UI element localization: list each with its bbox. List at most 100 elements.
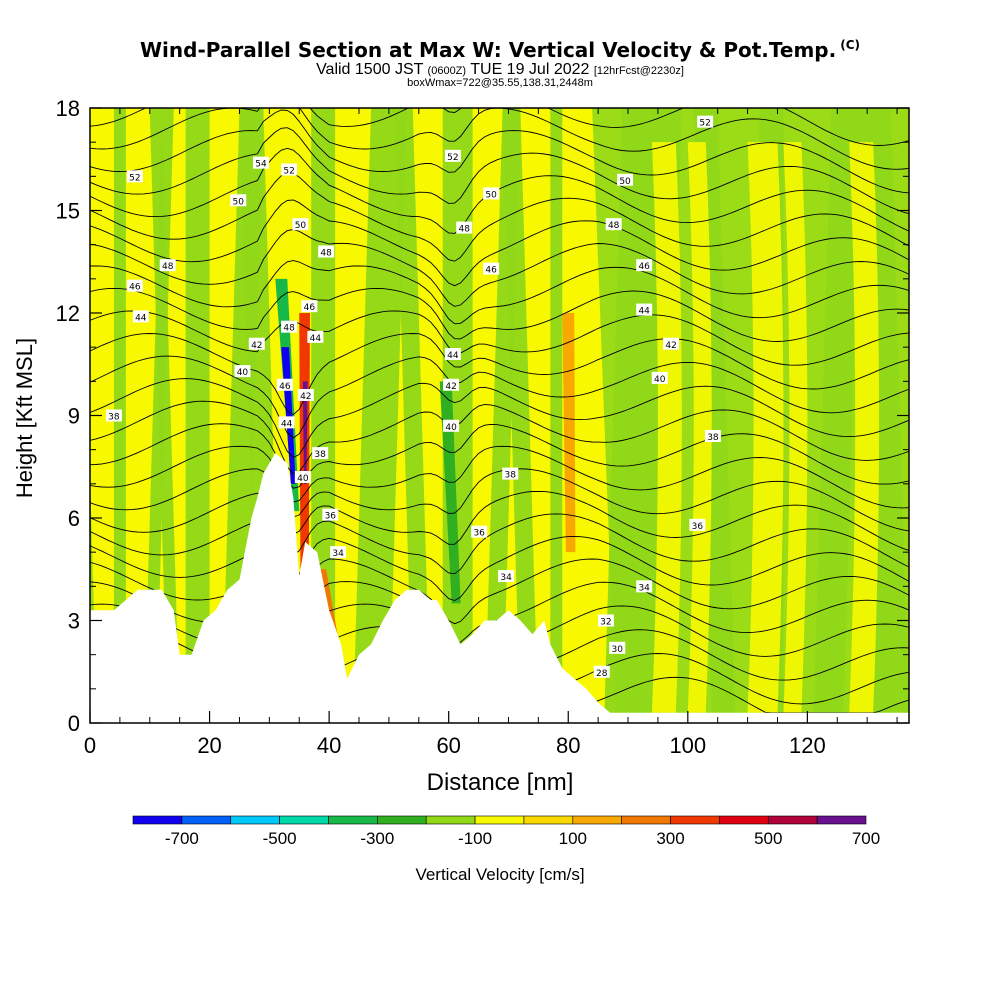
chart-subtitle: Valid 1500 JST (0600Z) TUE 19 Jul 2022 [… bbox=[316, 61, 684, 78]
isentrope-label: 34 bbox=[498, 570, 515, 583]
isentrope-label: 42 bbox=[248, 337, 265, 351]
isentrope-label-bg bbox=[444, 348, 461, 360]
y-tick-label: 15 bbox=[56, 199, 80, 224]
isentrope-label-text: 52 bbox=[283, 167, 294, 177]
colorbar-tick-label: -500 bbox=[263, 829, 297, 848]
isentrope-line bbox=[90, 468, 909, 532]
y-tick-label: 9 bbox=[68, 404, 80, 429]
isentrope-label-text: 48 bbox=[283, 324, 295, 334]
colorbar-swatch bbox=[719, 815, 769, 825]
colorbar-swatch bbox=[132, 815, 183, 825]
colorbar-swatch bbox=[328, 815, 378, 825]
isentrope-label-text: 46 bbox=[485, 266, 497, 276]
isentrope-label: 38 bbox=[312, 447, 329, 460]
isentrope-label-text: 40 bbox=[445, 423, 457, 433]
isentrope-label: 46 bbox=[636, 259, 653, 272]
terrain-mask bbox=[90, 453, 909, 723]
isentrope-label-text: 46 bbox=[279, 382, 291, 392]
isentrope-label-text: 54 bbox=[255, 160, 267, 170]
isentrope-label: 34 bbox=[330, 546, 347, 559]
isentrope-label-text: 44 bbox=[638, 307, 650, 317]
isentrope-label-bg bbox=[444, 149, 461, 162]
isentrope-label-bg bbox=[248, 337, 265, 350]
isentrope-label: 54 bbox=[252, 156, 269, 170]
isentrope-line bbox=[90, 199, 909, 287]
isentrope-label: 52 bbox=[126, 170, 143, 183]
isentrope-label: 42 bbox=[297, 389, 314, 402]
colorbar-tick-label: 500 bbox=[754, 829, 782, 848]
isentrope-label-bg bbox=[502, 467, 519, 480]
isentrope-label: 48 bbox=[605, 218, 622, 231]
colorbar-swatch bbox=[279, 815, 329, 825]
isentrope-label: 48 bbox=[159, 259, 176, 272]
isentrope-label-text: 48 bbox=[608, 221, 620, 231]
x-tick-label: 80 bbox=[556, 733, 580, 758]
isentrope-label-text: 50 bbox=[233, 197, 245, 207]
isentrope-label-text: 48 bbox=[459, 225, 471, 235]
isentrope-line bbox=[90, 423, 909, 489]
isentrope-label: 44 bbox=[636, 303, 653, 317]
isentrope-label-bg bbox=[318, 245, 335, 258]
isentrope-label-text: 42 bbox=[445, 382, 456, 392]
isentrope-label: 50 bbox=[617, 173, 634, 187]
isentrope-label: 48 bbox=[281, 320, 298, 334]
x-tick-label: 40 bbox=[317, 733, 341, 758]
isentrope-label: 44 bbox=[278, 416, 295, 429]
isentrope-label-bg bbox=[456, 221, 473, 234]
isentrope-line bbox=[90, 147, 909, 234]
isentrope-label: 46 bbox=[301, 300, 318, 313]
x-tick-label: 120 bbox=[789, 733, 826, 758]
isentrope-label-bg bbox=[617, 173, 634, 186]
x-tick-label: 20 bbox=[197, 733, 221, 758]
isentrope-label-text: 44 bbox=[310, 334, 322, 344]
field-updraft bbox=[562, 313, 576, 553]
isentrope-label-bg bbox=[471, 525, 488, 538]
x-tick-label: 60 bbox=[436, 733, 460, 758]
isentrope-line bbox=[90, 513, 909, 575]
isentrope-label-text: 44 bbox=[281, 419, 293, 429]
isentrope-line bbox=[90, 355, 909, 439]
isentrope-label-bg bbox=[132, 310, 149, 323]
isentrope-label-text: 48 bbox=[320, 249, 332, 259]
isentrope-label-bg bbox=[276, 378, 293, 391]
isentrope-label-text: 48 bbox=[162, 262, 174, 272]
colorbar-swatch bbox=[767, 815, 818, 825]
isentrope-label: 52 bbox=[281, 163, 298, 177]
isentrope-label: 44 bbox=[307, 330, 324, 344]
field-green-band bbox=[149, 108, 180, 723]
terrain-profile bbox=[90, 453, 909, 723]
isentrope-label-bg bbox=[636, 303, 653, 316]
isentrope-label-bg bbox=[294, 471, 311, 483]
isentrope-label: 40 bbox=[294, 471, 311, 484]
field-downdraft bbox=[439, 381, 461, 604]
isentrope-label-bg bbox=[605, 218, 622, 231]
isentrope-label: 28 bbox=[593, 665, 610, 679]
colorbar-tick-label: -300 bbox=[360, 829, 394, 848]
isentrope-label: 36 bbox=[322, 508, 339, 522]
isentrope-label-bg bbox=[443, 378, 460, 391]
isentrope-label-bg bbox=[443, 419, 460, 432]
isentrope-label-bg bbox=[307, 330, 324, 343]
isentrope-labels: 52 48 46 44 40 38 54 50 52 50 48 46 48 44 42 46 42 44 38 40… bbox=[105, 115, 721, 679]
isentrope-line bbox=[90, 445, 909, 509]
isentrope-label-bg bbox=[597, 614, 614, 627]
isentrope-label-text: 38 bbox=[108, 413, 120, 423]
x-tick-label: 0 bbox=[84, 733, 96, 758]
isentrope-line bbox=[90, 287, 909, 342]
isentrope-label-bg bbox=[297, 389, 314, 401]
isentrope-line bbox=[90, 229, 909, 307]
isentrope-label: 50 bbox=[483, 187, 500, 200]
isentrope-label-text: 46 bbox=[304, 303, 316, 313]
colorbar-tick-label: 100 bbox=[559, 829, 587, 848]
isentrope-label-text: 52 bbox=[699, 119, 710, 129]
isentrope-label: 52 bbox=[697, 115, 714, 129]
isentrope-label: 50 bbox=[292, 218, 309, 231]
colorbar-swatch bbox=[474, 815, 525, 825]
colorbar-swatch bbox=[425, 815, 476, 825]
y-axis-label: Height [Kft MSL] bbox=[12, 338, 37, 498]
colorbar-tick-label: 700 bbox=[852, 829, 880, 848]
isentrope-label-text: 36 bbox=[325, 512, 337, 522]
isentrope-label: 46 bbox=[276, 378, 293, 392]
colorbar-tick-label: -700 bbox=[165, 829, 199, 848]
